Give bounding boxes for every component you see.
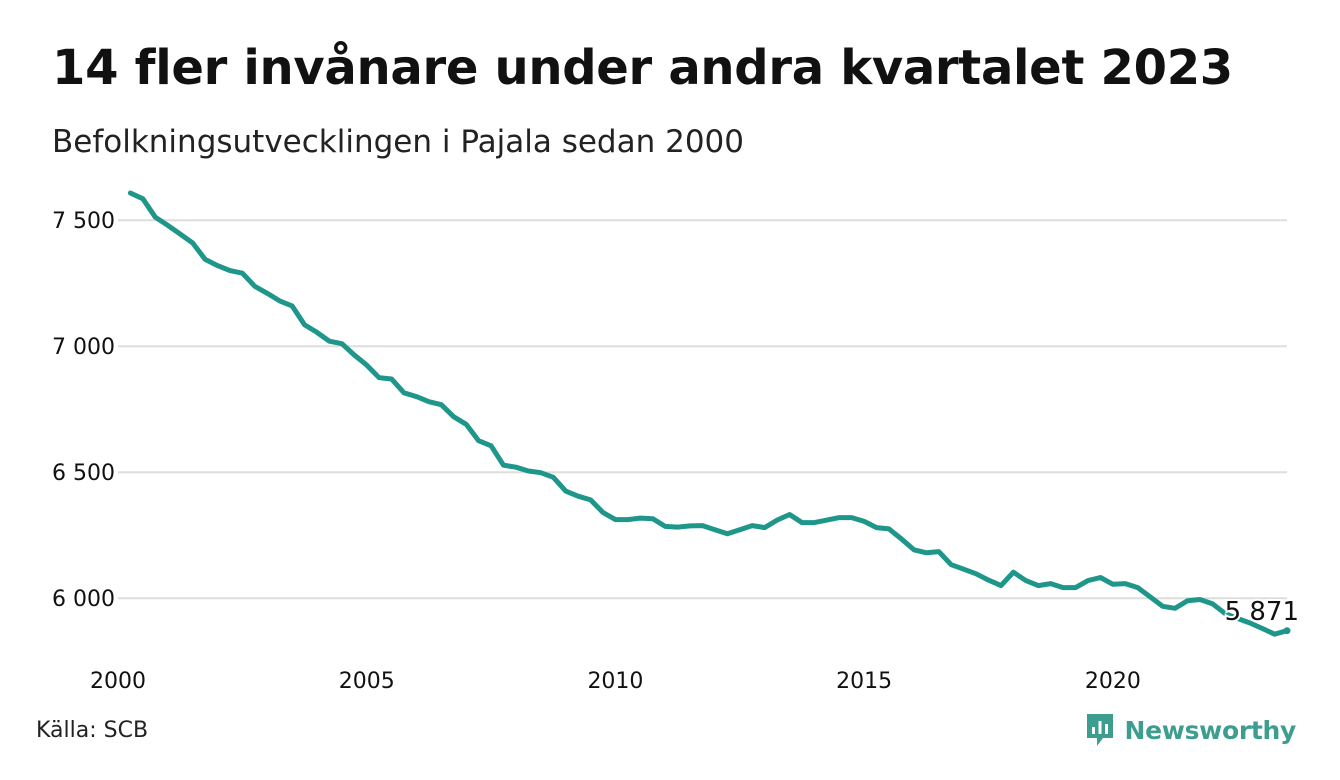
x-tick-label: 2010: [587, 669, 643, 694]
y-tick-label: 7 000: [52, 335, 115, 360]
newsworthy-logo-icon: [1086, 714, 1113, 746]
end-value-label: 5 871: [1225, 597, 1299, 627]
chart-title: 14 fler invånare under andra kvartalet 2…: [52, 40, 1233, 96]
x-tick-label: 2015: [836, 669, 892, 694]
x-tick-label: 2005: [339, 669, 395, 694]
chart-subtitle: Befolkningsutvecklingen i Pajala sedan 2…: [52, 124, 744, 160]
x-axis-ticks: 2000 2005 2010 2015 2020: [90, 669, 1141, 694]
brand-logo: Newsworthy: [1085, 712, 1297, 748]
source-note: Källa: SCB: [36, 718, 149, 743]
x-tick-label: 2000: [90, 669, 146, 694]
y-axis-ticks: 6 000 6 500 7 000 7 500: [52, 209, 115, 612]
x-tick-label: 2020: [1085, 669, 1141, 694]
y-tick-label: 6 500: [52, 461, 115, 486]
gridlines: [118, 219, 1287, 600]
series-line: [127, 190, 1290, 637]
y-tick-label: 7 500: [52, 209, 115, 234]
y-tick-label: 6 000: [52, 587, 115, 612]
brand-name: Newsworthy: [1124, 715, 1297, 745]
series-layer: [127, 190, 1291, 637]
annotation-layer: 5 871: [1223, 595, 1301, 629]
last-data-point: [1283, 627, 1291, 635]
